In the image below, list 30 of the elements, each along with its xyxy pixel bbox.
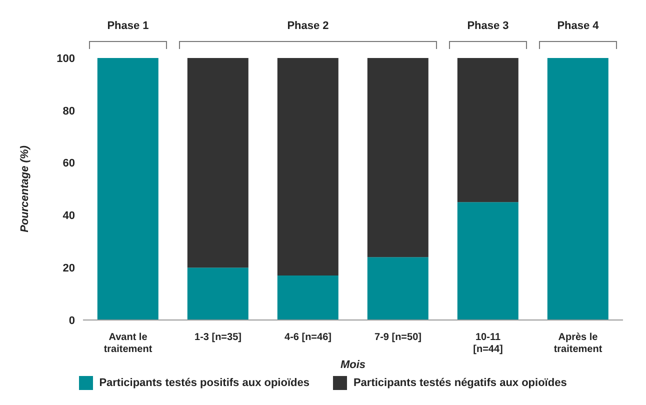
legend-label: Participants testés négatifs aux opioïdes — [353, 377, 567, 389]
bar — [187, 58, 248, 268]
bar — [457, 202, 518, 320]
y-tick-label: 100 — [56, 52, 75, 65]
text: Phase 1 — [106, 20, 150, 32]
y-tick-label: 0 — [68, 314, 75, 327]
text: Phase 2 — [286, 20, 330, 32]
x-tick-label: Après le traitement — [554, 332, 603, 355]
bar — [367, 257, 428, 320]
y-tick-label: 40 — [62, 210, 75, 222]
x-tick-label: Avant le traitement — [104, 332, 153, 355]
x-tick-label: 4-6 [n=46] — [284, 332, 332, 343]
text: Phase 3 — [466, 20, 510, 32]
y-tick-label: 60 — [62, 158, 75, 170]
legend-label: Participants testés positifs aux opioïdes — [99, 377, 310, 389]
bar — [367, 58, 428, 258]
x-tick-label: 10-11 [n=44] — [473, 332, 503, 355]
y-axis-title: Pourcentage (%) — [18, 145, 31, 232]
x-tick-label: 1-3 [n=35] — [194, 332, 242, 343]
x-tick-label: 7-9 [n=50] — [374, 332, 422, 343]
bar — [277, 275, 338, 320]
text: Phase 4 — [556, 20, 600, 32]
bar — [457, 58, 518, 202]
bar — [547, 58, 608, 320]
bar — [187, 268, 248, 320]
y-tick-label: 20 — [62, 262, 75, 275]
y-tick-label: 80 — [62, 105, 75, 118]
bar — [277, 58, 338, 276]
bar — [97, 58, 158, 320]
x-axis-title: Mois — [340, 359, 366, 371]
